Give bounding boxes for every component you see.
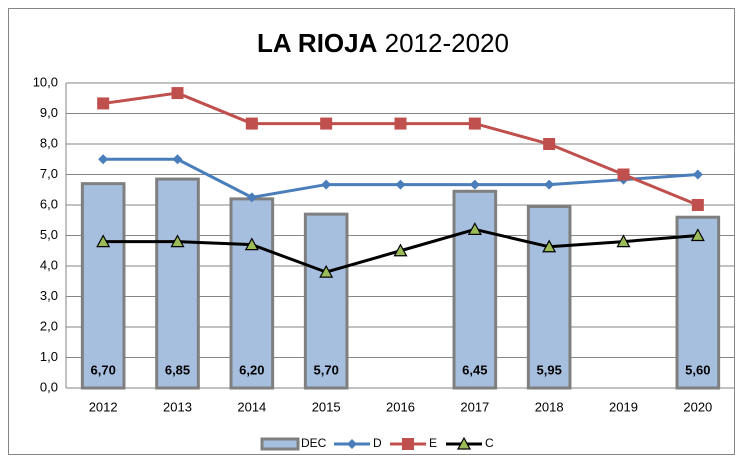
point bbox=[98, 154, 109, 165]
x-tick-label: 2018 bbox=[535, 399, 564, 414]
point bbox=[691, 199, 704, 211]
y-tick-label: 8,0 bbox=[40, 135, 58, 150]
point bbox=[690, 228, 705, 242]
point bbox=[394, 117, 407, 130]
title-years: 2012-2020 bbox=[385, 28, 509, 58]
point bbox=[616, 234, 631, 248]
bar bbox=[675, 215, 721, 390]
point bbox=[467, 222, 482, 235]
legend-marker bbox=[456, 436, 472, 450]
title-name: LA RIOJA bbox=[257, 28, 378, 58]
bar bbox=[452, 189, 498, 390]
x-tick-label: 2015 bbox=[312, 399, 341, 414]
bar bbox=[80, 182, 126, 390]
chart-title: LA RIOJA 2012-2020 bbox=[257, 28, 509, 58]
legend-label: C bbox=[485, 436, 494, 450]
point bbox=[97, 97, 110, 110]
point bbox=[244, 237, 259, 251]
point bbox=[468, 117, 481, 130]
value-label: 6,20 bbox=[239, 362, 264, 377]
y-tick-label: 3,0 bbox=[40, 288, 58, 303]
value-label: 6,70 bbox=[91, 362, 116, 377]
value-label: 5,60 bbox=[685, 362, 710, 377]
point bbox=[617, 168, 630, 181]
value-label: 5,70 bbox=[314, 362, 339, 377]
value-label: 6,45 bbox=[462, 362, 487, 377]
bar bbox=[526, 205, 572, 390]
legend-swatch bbox=[260, 437, 300, 451]
point bbox=[319, 264, 334, 278]
value-label: 6,85 bbox=[165, 362, 190, 377]
x-tick-label: 2016 bbox=[386, 399, 415, 414]
point bbox=[544, 179, 555, 190]
point bbox=[171, 87, 184, 100]
y-tick-label: 0,0 bbox=[40, 379, 58, 394]
y-tick-label: 6,0 bbox=[40, 196, 58, 211]
y-tick-label: 4,0 bbox=[40, 257, 58, 272]
point bbox=[96, 234, 111, 248]
x-tick-label: 2020 bbox=[683, 399, 712, 414]
point bbox=[542, 239, 557, 253]
bar bbox=[229, 197, 275, 390]
legend-label: D bbox=[373, 436, 382, 450]
point bbox=[246, 192, 257, 203]
y-tick-label: 1,0 bbox=[40, 349, 58, 364]
legend-label: DEC bbox=[301, 436, 327, 450]
x-tick-label: 2012 bbox=[89, 399, 118, 414]
legend-marker bbox=[402, 438, 414, 450]
y-tick-label: 7,0 bbox=[40, 166, 58, 181]
x-tick-label: 2013 bbox=[163, 399, 192, 414]
point bbox=[245, 117, 258, 130]
bar bbox=[303, 212, 349, 390]
x-tick-label: 2017 bbox=[460, 399, 489, 414]
legend-label: E bbox=[429, 436, 437, 450]
point bbox=[172, 154, 183, 165]
x-tick-label: 2014 bbox=[237, 399, 266, 414]
point bbox=[170, 234, 185, 248]
y-tick-label: 10,0 bbox=[33, 74, 58, 89]
y-tick-label: 2,0 bbox=[40, 318, 58, 333]
point bbox=[692, 169, 703, 180]
legend-marker bbox=[347, 439, 357, 449]
point bbox=[543, 138, 556, 150]
point bbox=[321, 179, 332, 190]
point bbox=[395, 179, 406, 190]
point bbox=[320, 117, 333, 130]
y-tick-label: 5,0 bbox=[40, 227, 58, 242]
value-label: 5,95 bbox=[537, 362, 562, 377]
point bbox=[393, 243, 408, 257]
point bbox=[469, 179, 480, 190]
bar bbox=[155, 177, 200, 390]
y-tick-label: 9,0 bbox=[40, 105, 58, 120]
x-tick-label: 2019 bbox=[609, 399, 638, 414]
